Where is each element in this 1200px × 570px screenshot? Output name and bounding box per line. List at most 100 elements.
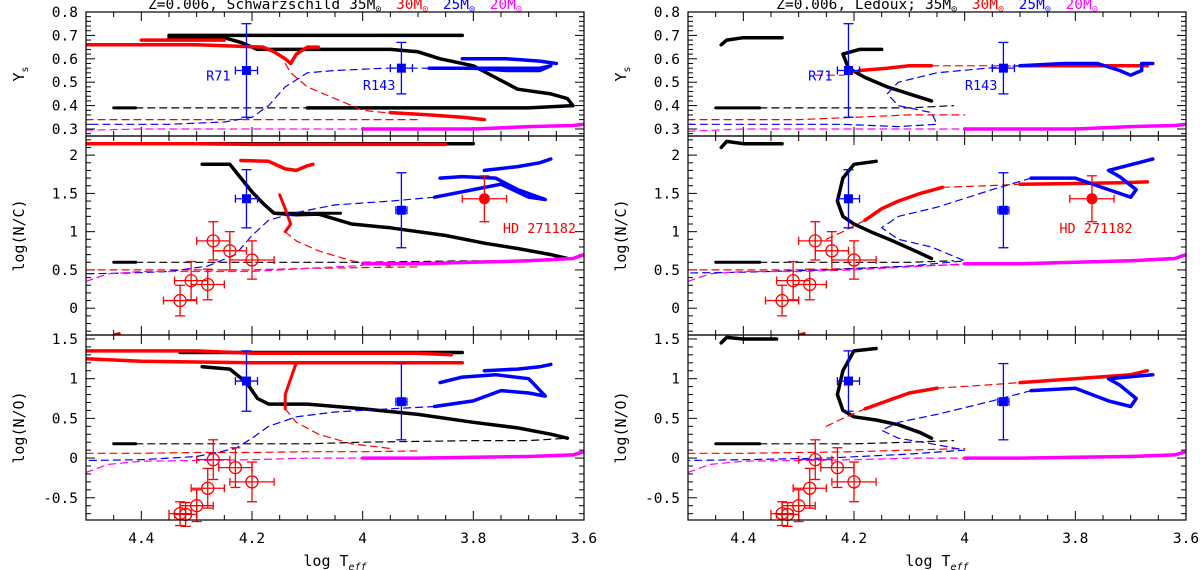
title-mass-30M: 30M xyxy=(972,0,998,13)
sun-symbol: ⊙ xyxy=(469,4,475,15)
series-line-30M xyxy=(86,266,419,271)
series-line-25M xyxy=(86,405,436,462)
y-tick-label: 0.5 xyxy=(52,75,78,91)
observations: HD 271182 xyxy=(162,169,576,317)
ticks xyxy=(687,136,1187,335)
panel-1: 0.3 0.4 0.5 0.6 0.7 0.8 Ys R71 R143 xyxy=(10,5,585,138)
sun-symbol: ⊙ xyxy=(1045,4,1051,15)
series-line-35M xyxy=(719,335,779,345)
data-label: HD 271182 xyxy=(503,221,576,237)
x-axis-label-main: log T xyxy=(905,552,950,570)
data-point-open xyxy=(847,253,861,267)
data-point-square xyxy=(998,397,1008,407)
x-axis-label-sub: eff xyxy=(349,562,368,570)
observations: R71 R143 xyxy=(808,23,1016,118)
y-tick-label: 0.6 xyxy=(654,52,680,68)
y-axis-label-main: log(N/C) xyxy=(10,199,28,271)
series-group xyxy=(86,141,584,335)
data-point-open xyxy=(803,277,817,292)
obs-smc-d xyxy=(190,467,225,509)
x-tick-label: 3.6 xyxy=(1173,531,1199,547)
title-mass-35M: 35M xyxy=(349,0,375,13)
x-axis-label-main: log T xyxy=(303,552,348,570)
data-point-open xyxy=(228,460,243,475)
obs-smc-c xyxy=(229,461,275,503)
series-line-30M xyxy=(1018,180,1150,186)
series-line-25M xyxy=(1029,372,1155,409)
data-point-square xyxy=(998,63,1008,73)
ticks xyxy=(85,11,585,136)
x-tick-label: 3.8 xyxy=(1062,531,1088,547)
series-line-25M xyxy=(688,177,1032,274)
series-line-30M xyxy=(278,193,293,234)
data-point-square xyxy=(843,65,853,75)
y-tick-label: 0.7 xyxy=(654,28,680,44)
series-line-20M xyxy=(360,449,584,460)
y-tick-label: 1.5 xyxy=(52,186,78,202)
series-line-30M xyxy=(86,349,453,357)
series-line-20M xyxy=(962,252,1186,266)
series-line-30M xyxy=(284,408,391,450)
data-point-open xyxy=(201,277,215,292)
data-point-square xyxy=(396,397,406,407)
observations xyxy=(168,350,408,528)
data-label: R143 xyxy=(965,78,998,94)
observations: HD 271182 xyxy=(764,169,1133,317)
data-label: R143 xyxy=(363,78,396,94)
data-point-square xyxy=(843,376,853,386)
y-axis-label: log(N/C) xyxy=(10,199,28,271)
data-point-square xyxy=(241,194,251,204)
chart-1: Z=0.006, Schwarzschild 35M⊙ 30M⊙ 25M⊙ 20M… xyxy=(10,0,597,570)
series-line-30M xyxy=(86,43,321,66)
series-line-30M xyxy=(941,183,1021,188)
y-tick-label: 0.4 xyxy=(52,99,78,115)
y-tick-label: 1 xyxy=(671,372,680,388)
series-line-25M xyxy=(688,390,1032,462)
series-line-20M xyxy=(962,449,1186,460)
data-point-square xyxy=(241,65,251,75)
series-line-25M xyxy=(1018,61,1155,77)
series-line-20M xyxy=(86,128,364,131)
series-line-35M xyxy=(759,260,955,263)
series-line-30M xyxy=(283,361,298,411)
series-line-20M xyxy=(360,252,584,266)
series-line-20M xyxy=(86,264,364,282)
series-line-20M xyxy=(688,263,966,282)
panel-3: -0.5 0 0.5 1 1.5 log(N/O) xyxy=(612,332,1187,528)
data-point-open xyxy=(245,475,259,489)
series-line-35M xyxy=(841,47,934,103)
data-point-open xyxy=(808,453,822,467)
x-axis-label: log Teff xyxy=(905,552,969,570)
data-point-open xyxy=(173,293,187,308)
data-point-open xyxy=(775,293,789,308)
y-tick-label: 2 xyxy=(671,148,680,164)
series-line-25M xyxy=(432,174,548,202)
data-point-filled xyxy=(478,193,490,205)
series-line-30M xyxy=(825,408,866,427)
obs-smc-a xyxy=(196,439,231,481)
panel-2: 0 0.5 1 1.5 2 log(N/C) HD 271182 xyxy=(10,135,585,336)
series-group xyxy=(688,35,1186,132)
obs-smc-f xyxy=(764,284,800,317)
y-tick-label: 1 xyxy=(69,372,78,388)
series-line-25M xyxy=(86,67,430,125)
series-line-30M xyxy=(86,141,448,147)
series-group xyxy=(86,349,584,473)
obs-smc-e xyxy=(190,268,225,301)
data-point-open xyxy=(245,253,259,267)
data-point-square xyxy=(396,205,406,215)
title-mass-25M: 25M xyxy=(1019,0,1045,13)
sun-symbol: ⊙ xyxy=(375,4,381,15)
series-line-30M xyxy=(239,158,315,173)
title-spacer xyxy=(1004,9,1005,10)
y-axis-label-main: Y xyxy=(10,73,28,82)
y-tick-label: 1.5 xyxy=(52,332,78,348)
sun-symbol: ⊙ xyxy=(1092,4,1098,15)
obs-smc-g xyxy=(173,501,198,528)
y-tick-label: 0.8 xyxy=(52,5,78,21)
panel-frame xyxy=(687,334,1187,521)
data-label: R71 xyxy=(206,68,230,84)
series-line-30M xyxy=(688,264,966,271)
observations: R71 R143 xyxy=(206,23,414,118)
series-group xyxy=(688,335,1186,473)
